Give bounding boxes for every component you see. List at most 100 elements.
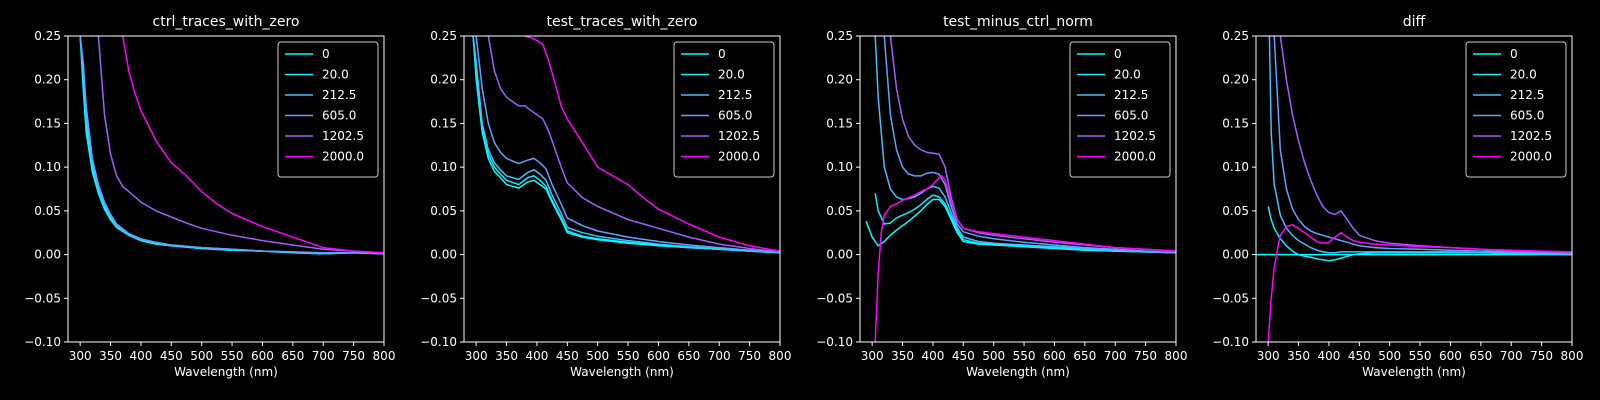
legend-label: 2000.0 <box>322 150 364 164</box>
chart-panel-2: 300 350 400 450 500 550 600 650 700 750 800 −0.10 −0… <box>420 14 791 379</box>
y-tick-label: 0.10 <box>34 160 61 174</box>
y-tick-label: 0.05 <box>826 204 853 218</box>
legend-label: 1202.5 <box>718 129 760 143</box>
x-tick-label: 300 <box>1257 349 1280 363</box>
legend: 0 20.0 212.5 605.0 1202.5 2000.0 <box>1465 41 1567 178</box>
x-tick-label: 300 <box>465 349 488 363</box>
series-line-20.0 <box>874 193 1176 254</box>
x-tick-label: 550 <box>221 349 244 363</box>
legend-box <box>673 41 775 178</box>
x-tick-label: 400 <box>921 349 944 363</box>
chart-panel-3: 300 350 400 450 500 550 600 650 700 750 800 −0.10 −0… <box>816 14 1187 379</box>
x-tick-label: 750 <box>738 349 761 363</box>
legend-label: 212.5 <box>322 88 356 102</box>
y-tick-label: 0.00 <box>430 248 457 262</box>
x-axis-label: Wavelength (nm) <box>570 365 674 379</box>
x-tick-label: 450 <box>952 349 975 363</box>
series-line-1202.5 <box>97 36 384 254</box>
x-tick-label: 400 <box>525 349 548 363</box>
x-tick-label: 750 <box>1530 349 1553 363</box>
chart-title: test_minus_ctrl_norm <box>943 14 1093 30</box>
x-tick-label: 600 <box>1439 349 1462 363</box>
series-line-1202.5 <box>889 36 1176 252</box>
axes-frame <box>67 35 385 343</box>
y-tick-label: 0.25 <box>34 29 61 43</box>
legend-label: 605.0 <box>718 109 752 123</box>
series-line-2000.0 <box>874 175 1176 342</box>
legend-label: 0 <box>1510 47 1518 61</box>
x-tick-label: 650 <box>1469 349 1492 363</box>
x-tick-label: 650 <box>1073 349 1096 363</box>
y-tick-label: 0.25 <box>1222 29 1249 43</box>
series-group <box>79 36 384 255</box>
legend: 0 20.0 212.5 605.0 1202.5 2000.0 <box>277 41 379 178</box>
axes-frame <box>463 35 781 343</box>
chart-title: test_traces_with_zero <box>547 14 698 30</box>
x-tick-label: 400 <box>1317 349 1340 363</box>
series-line-0 <box>865 198 1176 254</box>
x-tick-label: 300 <box>69 349 92 363</box>
axes-frame <box>859 35 1177 343</box>
series-line-212.5 <box>874 36 1176 254</box>
series-line-1202.5 <box>487 36 780 253</box>
x-tick-label: 800 <box>769 349 792 363</box>
x-tick-label: 550 <box>1409 349 1432 363</box>
y-tick-label: −0.10 <box>24 335 61 349</box>
legend-box <box>1069 41 1171 178</box>
x-tick-label: 800 <box>1561 349 1584 363</box>
x-tick-label: 500 <box>1378 349 1401 363</box>
y-tick-label: 0.20 <box>430 73 457 87</box>
x-tick-label: 350 <box>891 349 914 363</box>
series-line-212.5 <box>1268 36 1572 255</box>
legend-label: 212.5 <box>1114 88 1148 102</box>
y-tick-label: 0.00 <box>826 248 853 262</box>
y-tick-label: 0.10 <box>1222 160 1249 174</box>
x-tick-label: 600 <box>1043 349 1066 363</box>
x-tick-label: 500 <box>982 349 1005 363</box>
series-line-605.0 <box>475 36 780 253</box>
series-line-605.0 <box>79 36 384 255</box>
series-line-2000.0 <box>121 36 384 254</box>
x-tick-label: 550 <box>617 349 640 363</box>
series-line-20.0 <box>1267 206 1572 262</box>
series-line-212.5 <box>472 36 780 253</box>
y-tick-label: −0.05 <box>1212 291 1249 305</box>
y-tick-label: 0.15 <box>430 116 457 130</box>
x-tick-label: 650 <box>281 349 304 363</box>
y-tick-label: 0.15 <box>826 116 853 130</box>
series-group <box>1256 36 1572 342</box>
legend-label: 605.0 <box>1510 109 1544 123</box>
y-tick-label: 0.15 <box>1222 116 1249 130</box>
x-tick-label: 700 <box>1104 349 1127 363</box>
legend-label: 20.0 <box>1114 68 1141 82</box>
legend-label: 605.0 <box>1114 109 1148 123</box>
y-tick-label: 0.10 <box>826 160 853 174</box>
legend: 0 20.0 212.5 605.0 1202.5 2000.0 <box>1069 41 1171 178</box>
legend-box <box>1465 41 1567 178</box>
x-tick-label: 350 <box>99 349 122 363</box>
legend-label: 605.0 <box>322 109 356 123</box>
legend-label: 1202.5 <box>322 129 364 143</box>
y-tick-label: 0.20 <box>826 73 853 87</box>
legend-label: 212.5 <box>1510 88 1544 102</box>
y-tick-label: 0.05 <box>430 204 457 218</box>
x-tick-label: 700 <box>1500 349 1523 363</box>
legend-label: 2000.0 <box>1114 150 1156 164</box>
x-tick-label: 500 <box>190 349 213 363</box>
y-tick-label: 0.20 <box>1222 73 1249 87</box>
x-tick-label: 700 <box>708 349 731 363</box>
legend-box <box>277 41 379 178</box>
chart-title: ctrl_traces_with_zero <box>153 14 300 30</box>
x-tick-label: 400 <box>129 349 152 363</box>
x-tick-label: 500 <box>586 349 609 363</box>
x-tick-label: 800 <box>1165 349 1188 363</box>
axes-frame <box>1255 35 1573 343</box>
series-line-605.0 <box>883 36 1176 254</box>
y-tick-label: 0.00 <box>34 248 61 262</box>
series-line-20.0 <box>472 36 780 254</box>
x-axis-label: Wavelength (nm) <box>1362 365 1466 379</box>
legend-label: 1202.5 <box>1114 129 1156 143</box>
legend-label: 2000.0 <box>718 150 760 164</box>
